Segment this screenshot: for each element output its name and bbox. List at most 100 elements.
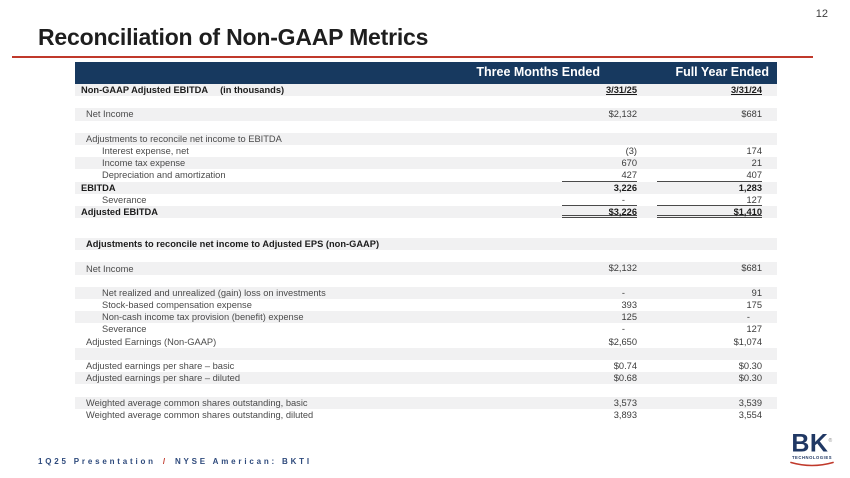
table-row-spacer [75,347,777,360]
row-label-text: Non-GAAP Adjusted EBITDA [81,85,209,96]
table-row-spacer [75,228,777,238]
value-three-months: 3,226 [613,182,637,193]
logo-registered-mark: ® [828,437,833,444]
table-row-spacer [75,275,777,287]
row-label: Net Income [86,263,134,274]
table-row-spacer [75,96,777,108]
page-number: 12 [815,8,828,20]
footer-ticker-label: NYSE American: BKTI [174,457,312,466]
value-three-months [562,133,637,145]
row-label: Non-cash income tax provision (benefit) … [102,312,304,323]
value-full-year: 3,539 [738,397,762,408]
table-row: Severance - 127 [75,323,777,335]
value-full-year: 3/31/24 [730,85,762,95]
value-three-months: $2,650 [608,336,637,347]
row-label: Adjusted earnings per share – diluted [86,373,241,384]
table-row: Non-cash income tax provision (benefit) … [75,311,777,324]
row-label: Adjusted Earnings (Non-GAAP) [86,336,217,347]
value-three-months: 3,573 [613,397,637,408]
logo-technologies-text: TECHNOLOGIES [791,455,833,460]
value-full-year [657,238,762,250]
row-label: Income tax expense [102,158,186,169]
value-full-year: 175 [746,300,762,310]
value-full-year: 407 [657,169,762,182]
reconciliation-table: Three Months Ended Full Year Ended Non-G… [75,62,777,421]
value-three-months [562,238,637,250]
row-label: Non-GAAP Adjusted EBITDA (in thousands) [75,85,562,95]
table-row: Net Income $2,132 $681 [75,108,777,121]
value-three-months: $3,226 [562,206,637,219]
table-row: Adjusted Earnings (Non-GAAP) $2,650 $1,074 [75,336,777,348]
value-three-months: $0.74 [613,360,637,371]
col-header-three-months-ended: Three Months Ended [476,65,600,79]
row-label: Adjusted EBITDA [81,206,158,217]
value-full-year: $0.30 [738,360,762,371]
table-row: Weighted average common shares outstandi… [75,396,777,409]
table-row: Income tax expense 670 21 [75,157,777,170]
table-row: Adjustments to reconcile net income to A… [75,238,777,251]
row-label: Adjustments to reconcile net income to A… [86,239,380,250]
value-full-year: 3,554 [738,409,762,420]
row-label: Adjusted earnings per share – basic [86,361,235,372]
value-three-months: $2,132 [608,109,637,120]
table-row: Severance - 127 [75,194,777,206]
row-label: EBITDA [81,182,116,193]
table-body: Non-GAAP Adjusted EBITDA (in thousands) 3/… [75,84,777,421]
value-full-year: $1,410 [657,206,762,219]
value-three-months: - [621,287,625,298]
value-three-months: 3/31/25 [605,85,637,95]
value-three-months: 125 [621,312,637,323]
value-full-year: 21 [751,158,762,169]
value-full-year: 174 [746,145,762,156]
value-full-year: 127 [746,324,762,335]
table-row: Depreciation and amortization 427 407 [75,169,777,182]
row-label: Adjustments to reconcile net income to E… [86,133,282,144]
value-three-months: $2,132 [608,263,637,274]
value-full-year: - [746,312,750,323]
footer-presentation-label: 1Q25 Presentation [38,457,156,466]
value-full-year: 91 [751,287,762,298]
row-label: Stock-based compensation expense [102,300,252,311]
value-full-year: $0.30 [738,373,762,384]
table-row-spacer [75,384,777,396]
value-three-months: 427 [562,169,637,182]
table-row: Adjusted EBITDA $3,226 $1,410 [75,205,777,219]
row-label: Weighted average common shares outstandi… [86,409,314,420]
value-three-months: $0.68 [613,373,637,384]
table-row: Net Income $2,132 $681 [75,262,777,275]
table-header-row: Three Months Ended Full Year Ended [75,62,777,84]
value-full-year: 127 [657,194,762,206]
footer-separator-slash: / [162,457,168,466]
value-full-year [657,133,762,145]
col-header-full-year-ended: Full Year Ended [675,65,769,79]
table-row-spacer [75,121,777,133]
footer: 1Q25 Presentation / NYSE American: BKTI [38,457,312,466]
table-row: Non-GAAP Adjusted EBITDA (in thousands) 3/… [75,84,777,97]
title-underline-rule [12,56,813,58]
page-title: Reconciliation of Non-GAAP Metrics [38,24,429,50]
table-row: Adjusted earnings per share – basic $0.74… [75,360,777,372]
value-three-months: (3) [625,145,637,156]
table-row-spacer [75,218,777,228]
value-three-months: - [621,324,625,335]
table-row: Adjustments to reconcile net income to E… [75,132,777,145]
logo-red-swoosh-icon [790,461,834,467]
row-label: Weighted average common shares outstandi… [86,397,308,408]
value-full-year: $681 [741,263,762,274]
row-label-note: (in thousands) [220,85,285,96]
bk-technologies-logo: BK® TECHNOLOGIES [788,430,836,468]
row-label: Net Income [86,109,134,120]
logo-bk-text: BK [791,429,829,457]
value-full-year: 1,283 [738,182,762,193]
table-row: Adjusted earnings per share – diluted $0.… [75,372,777,385]
row-label: Depreciation and amortization [102,170,226,181]
table-row: EBITDA 3,226 1,283 [75,181,777,194]
table-row: Net realized and unrealized (gain) loss … [75,286,777,299]
value-three-months: - [562,194,637,206]
value-full-year: $1,074 [733,336,762,347]
table-row: Interest expense, net (3) 174 [75,145,777,157]
row-label: Net realized and unrealized (gain) loss … [102,287,326,298]
value-full-year: $681 [741,109,762,120]
row-label: Interest expense, net [102,146,189,157]
